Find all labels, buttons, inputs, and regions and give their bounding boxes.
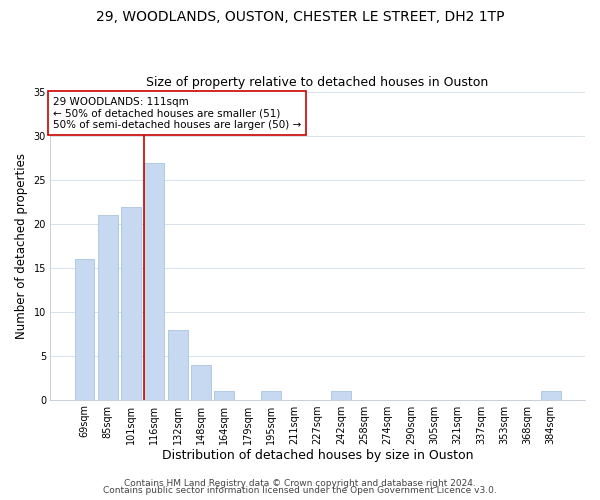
Bar [541, 392, 560, 400]
Bar [121, 206, 141, 400]
Text: 29, WOODLANDS, OUSTON, CHESTER LE STREET, DH2 1TP: 29, WOODLANDS, OUSTON, CHESTER LE STREET… [96, 10, 504, 24]
Bar [98, 216, 118, 400]
Bar [191, 365, 211, 400]
Title: Size of property relative to detached houses in Ouston: Size of property relative to detached ho… [146, 76, 489, 90]
X-axis label: Distribution of detached houses by size in Ouston: Distribution of detached houses by size … [162, 450, 473, 462]
Bar [168, 330, 188, 400]
Y-axis label: Number of detached properties: Number of detached properties [15, 153, 28, 339]
Text: Contains public sector information licensed under the Open Government Licence v3: Contains public sector information licen… [103, 486, 497, 495]
Bar [145, 162, 164, 400]
Bar [214, 392, 234, 400]
Bar [74, 260, 94, 400]
Bar [331, 392, 351, 400]
Text: Contains HM Land Registry data © Crown copyright and database right 2024.: Contains HM Land Registry data © Crown c… [124, 478, 476, 488]
Text: 29 WOODLANDS: 111sqm
← 50% of detached houses are smaller (51)
50% of semi-detac: 29 WOODLANDS: 111sqm ← 50% of detached h… [53, 96, 301, 130]
Bar [261, 392, 281, 400]
